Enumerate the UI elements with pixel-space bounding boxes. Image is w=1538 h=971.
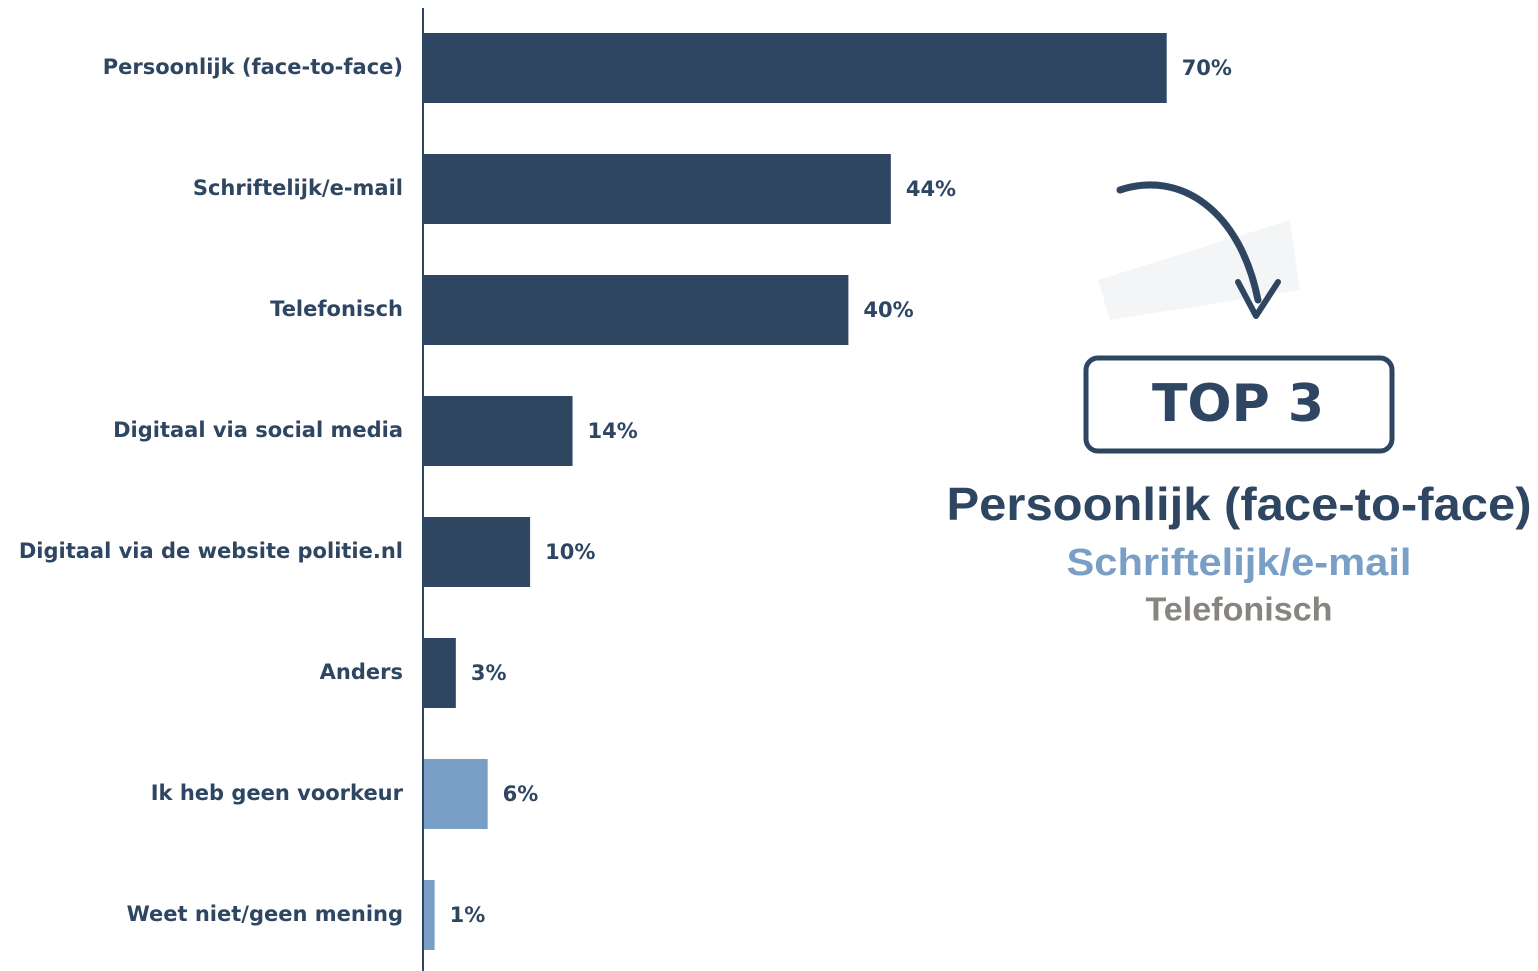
value-label: 40% <box>863 298 913 322</box>
value-label: 1% <box>450 903 486 927</box>
category-label: Digitaal via social media <box>113 418 403 442</box>
arrow <box>1098 181 1300 320</box>
category-label: Schriftelijk/e-mail <box>193 176 403 200</box>
badge-text: TOP 3 <box>1152 374 1324 434</box>
bar <box>424 759 488 829</box>
category-label: Ik heb geen voorkeur <box>151 781 404 805</box>
bar <box>424 880 435 950</box>
bar <box>424 396 573 466</box>
badge-box <box>1083 355 1395 454</box>
bar <box>424 517 531 587</box>
category-label: Digitaal via de website politie.nl <box>19 539 403 563</box>
bar <box>424 275 849 345</box>
top3-item: Telefonisch <box>1146 591 1333 628</box>
category-label: Persoonlijk (face-to-face) <box>103 55 403 79</box>
category-label: Weet niet/geen mening <box>127 902 403 926</box>
value-label: 6% <box>503 782 539 806</box>
bar <box>424 33 1167 103</box>
value-label: 3% <box>471 661 507 685</box>
top3-item: Persoonlijk (face-to-face) <box>947 478 1532 530</box>
value-label: 10% <box>545 540 595 564</box>
top3-item: Schriftelijk/e-mail <box>1067 542 1412 584</box>
value-label: 44% <box>906 177 956 201</box>
value-label: 14% <box>588 419 638 443</box>
value-label: 70% <box>1182 56 1232 80</box>
category-label: Telefonisch <box>270 297 403 321</box>
bar <box>424 638 456 708</box>
category-label: Anders <box>320 660 403 684</box>
bar <box>424 154 891 224</box>
